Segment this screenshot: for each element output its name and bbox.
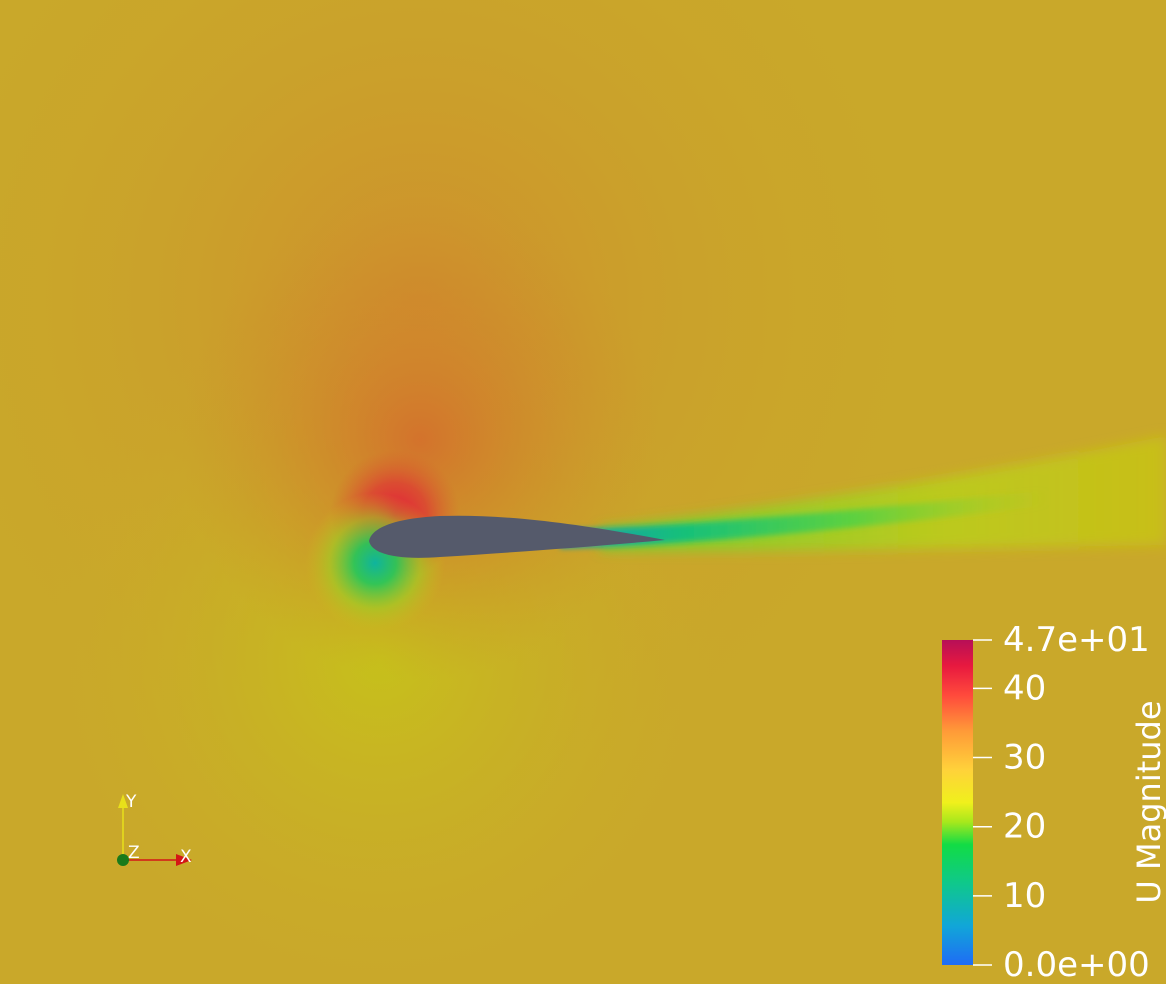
orientation-axes: Y X Z [117, 792, 192, 867]
colorbar-tick-label: 10 [1003, 876, 1046, 916]
colorbar-gradient [942, 640, 973, 965]
colorbar-tick-label: 4.7e+01 [1003, 620, 1150, 660]
x-axis-arrowhead [176, 854, 192, 866]
z-axis-label: Z [128, 843, 140, 863]
y-axis-arrowhead [118, 794, 128, 808]
color-legend[interactable]: 4.7e+01 40 30 20 10 0.0e+00 U Magnitude [942, 620, 1166, 984]
colorbar-tick-label: 0.0e+00 [1003, 945, 1150, 984]
x-axis-label: X [180, 847, 192, 867]
colorbar-ticks: 4.7e+01 40 30 20 10 0.0e+00 [973, 620, 1150, 984]
airfoil-surface[interactable] [369, 515, 665, 558]
colorbar-tick-label: 20 [1003, 807, 1046, 847]
y-axis-label: Y [125, 792, 137, 812]
colorbar-title: U Magnitude [1130, 700, 1166, 903]
colorbar-tick-label: 30 [1003, 738, 1046, 778]
z-axis-marker [117, 854, 129, 866]
colorbar-tick-label: 40 [1003, 668, 1046, 708]
